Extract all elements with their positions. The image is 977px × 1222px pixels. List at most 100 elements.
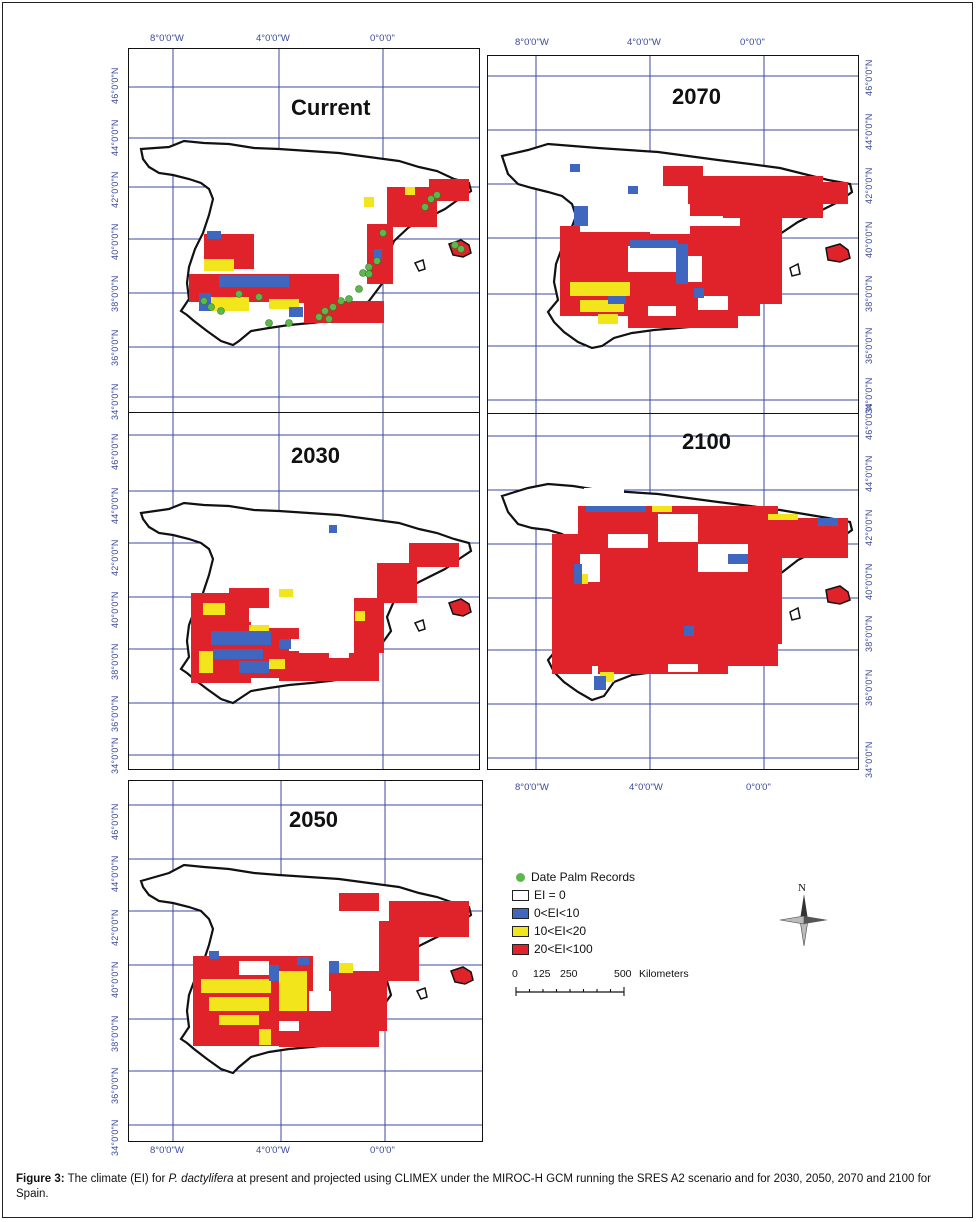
map-panel-2070: 2070	[487, 55, 859, 415]
panel-title-2100: 2100	[682, 429, 731, 454]
scale-bar: 0 125 250 500 Kilometers	[512, 968, 689, 1003]
scale-tick-label: 250	[560, 968, 578, 980]
ei-yellow-cells	[578, 506, 798, 682]
map-2100	[488, 414, 858, 769]
lat-label: 46°0'0"N	[110, 803, 120, 840]
lon-label: 8°0'0"W	[150, 33, 184, 44]
map-panel-2050: 2050	[128, 780, 483, 1142]
map-panel-2100: 2100	[487, 413, 859, 770]
ei-zero-cells	[249, 608, 349, 658]
ei-yellow-cells	[204, 187, 415, 311]
lon-label: 0°0'0"	[370, 33, 395, 44]
map-2070	[488, 56, 858, 414]
ei-zero-cells	[239, 961, 331, 1031]
lat-label: 44°0'0"N	[110, 855, 120, 892]
lon-label: 8°0'0"W	[515, 37, 549, 48]
lat-label: 38°0'0"N	[864, 615, 874, 652]
map-2050	[129, 781, 482, 1141]
lat-label: 34°0'0"N	[110, 737, 120, 774]
lat-label: 46°0'0"N	[110, 67, 120, 104]
scale-tick-label: 125	[533, 968, 551, 980]
lat-label: 42°0'0"N	[110, 909, 120, 946]
lat-label: 36°0'0"N	[864, 327, 874, 364]
map-2030	[129, 413, 479, 769]
legend-item: 0<EI<10	[512, 906, 579, 920]
lat-label: 44°0'0"N	[864, 455, 874, 492]
panel-title-2070: 2070	[672, 84, 721, 109]
lat-label: 34°0'0"N	[864, 741, 874, 778]
lat-label: 36°0'0"N	[864, 669, 874, 706]
lat-label: 44°0'0"N	[110, 119, 120, 156]
legend: Date Palm Records EI = 0 0<EI<10 10<EI<2…	[512, 868, 712, 958]
lat-label: 38°0'0"N	[110, 1015, 120, 1052]
lat-label: 42°0'0"N	[110, 539, 120, 576]
date-palm-records	[200, 191, 465, 327]
lat-label: 40°0'0"N	[110, 223, 120, 260]
legend-swatch	[512, 907, 529, 919]
lat-label: 46°0'0"N	[110, 433, 120, 470]
legend-swatch	[512, 925, 529, 937]
lat-label: 38°0'0"N	[864, 275, 874, 312]
ei-blue-cells	[211, 525, 337, 673]
ei-yellow-cells	[201, 963, 353, 1045]
lat-label: 42°0'0"N	[110, 171, 120, 208]
north-arrow: N	[776, 882, 832, 948]
ei-red-cells	[552, 506, 848, 674]
lon-label: 4°0'0"W	[627, 37, 661, 48]
lat-label: 46°0'0"N	[864, 59, 874, 96]
lon-label: 4°0'0"W	[256, 33, 290, 44]
scale-tick-label: 500	[614, 968, 632, 980]
lon-label: 8°0'0"W	[515, 782, 549, 793]
lat-label: 42°0'0"N	[864, 167, 874, 204]
lat-label: 44°0'0"N	[110, 487, 120, 524]
lat-label: 36°0'0"N	[110, 1067, 120, 1104]
panel-title-2050: 2050	[289, 807, 338, 832]
date-palm-marker-icon	[516, 872, 525, 882]
lat-label: 34°0'0"N	[110, 383, 120, 420]
lat-label: 42°0'0"N	[864, 509, 874, 546]
ei-zero-cells	[580, 488, 748, 672]
lat-label: 40°0'0"N	[864, 563, 874, 600]
lon-label: 0°0'0"	[740, 37, 765, 48]
ei-blue-cells	[199, 231, 382, 317]
lat-label: 40°0'0"N	[864, 221, 874, 258]
map-current	[129, 49, 479, 412]
caption-species: P. dactylifera	[168, 1173, 234, 1185]
lon-label: 0°0'0"	[370, 1145, 395, 1156]
north-label: N	[798, 882, 806, 894]
lon-label: 4°0'0"W	[629, 782, 663, 793]
lon-label: 0°0'0"	[746, 782, 771, 793]
scale-unit-label: Kilometers	[639, 968, 689, 980]
lat-label: 40°0'0"N	[110, 591, 120, 628]
ei-blue-cells	[574, 506, 838, 690]
lat-label: 34°0'0"N	[110, 1119, 120, 1156]
legend-swatch	[512, 943, 529, 955]
lon-label: 4°0'0"W	[256, 1145, 290, 1156]
lat-label: 36°0'0"N	[110, 695, 120, 732]
ei-blue-cells	[209, 951, 339, 981]
lat-label: 40°0'0"N	[110, 961, 120, 998]
legend-item: 10<EI<20	[512, 924, 586, 938]
map-panel-2030: 2030	[128, 412, 480, 770]
caption-text: The climate (EI) for	[67, 1173, 166, 1185]
scale-ruler	[515, 987, 625, 996]
legend-swatch	[512, 889, 529, 901]
map-panel-current: Current	[128, 48, 480, 413]
panel-title-2030: 2030	[291, 443, 340, 468]
legend-item: 20<EI<100	[512, 942, 593, 956]
lat-label: 46°0'0"N	[864, 403, 874, 440]
lat-label: 44°0'0"N	[864, 113, 874, 150]
legend-item: EI = 0	[512, 888, 566, 902]
figure-caption: Figure 3: The climate (EI) for P. dactyl…	[16, 1172, 961, 1202]
lat-label: 36°0'0"N	[110, 329, 120, 366]
caption-text: at present and projected using CLIMEX un…	[16, 1173, 931, 1200]
lat-label: 38°0'0"N	[110, 643, 120, 680]
lon-label: 8°0'0"W	[150, 1145, 184, 1156]
scale-tick-label: 0	[512, 968, 518, 980]
panel-title-current: Current	[291, 95, 371, 120]
lat-label: 38°0'0"N	[110, 275, 120, 312]
compass-rose-icon	[779, 894, 828, 947]
legend-records: Date Palm Records	[512, 870, 635, 884]
ei-yellow-cells	[199, 589, 365, 673]
